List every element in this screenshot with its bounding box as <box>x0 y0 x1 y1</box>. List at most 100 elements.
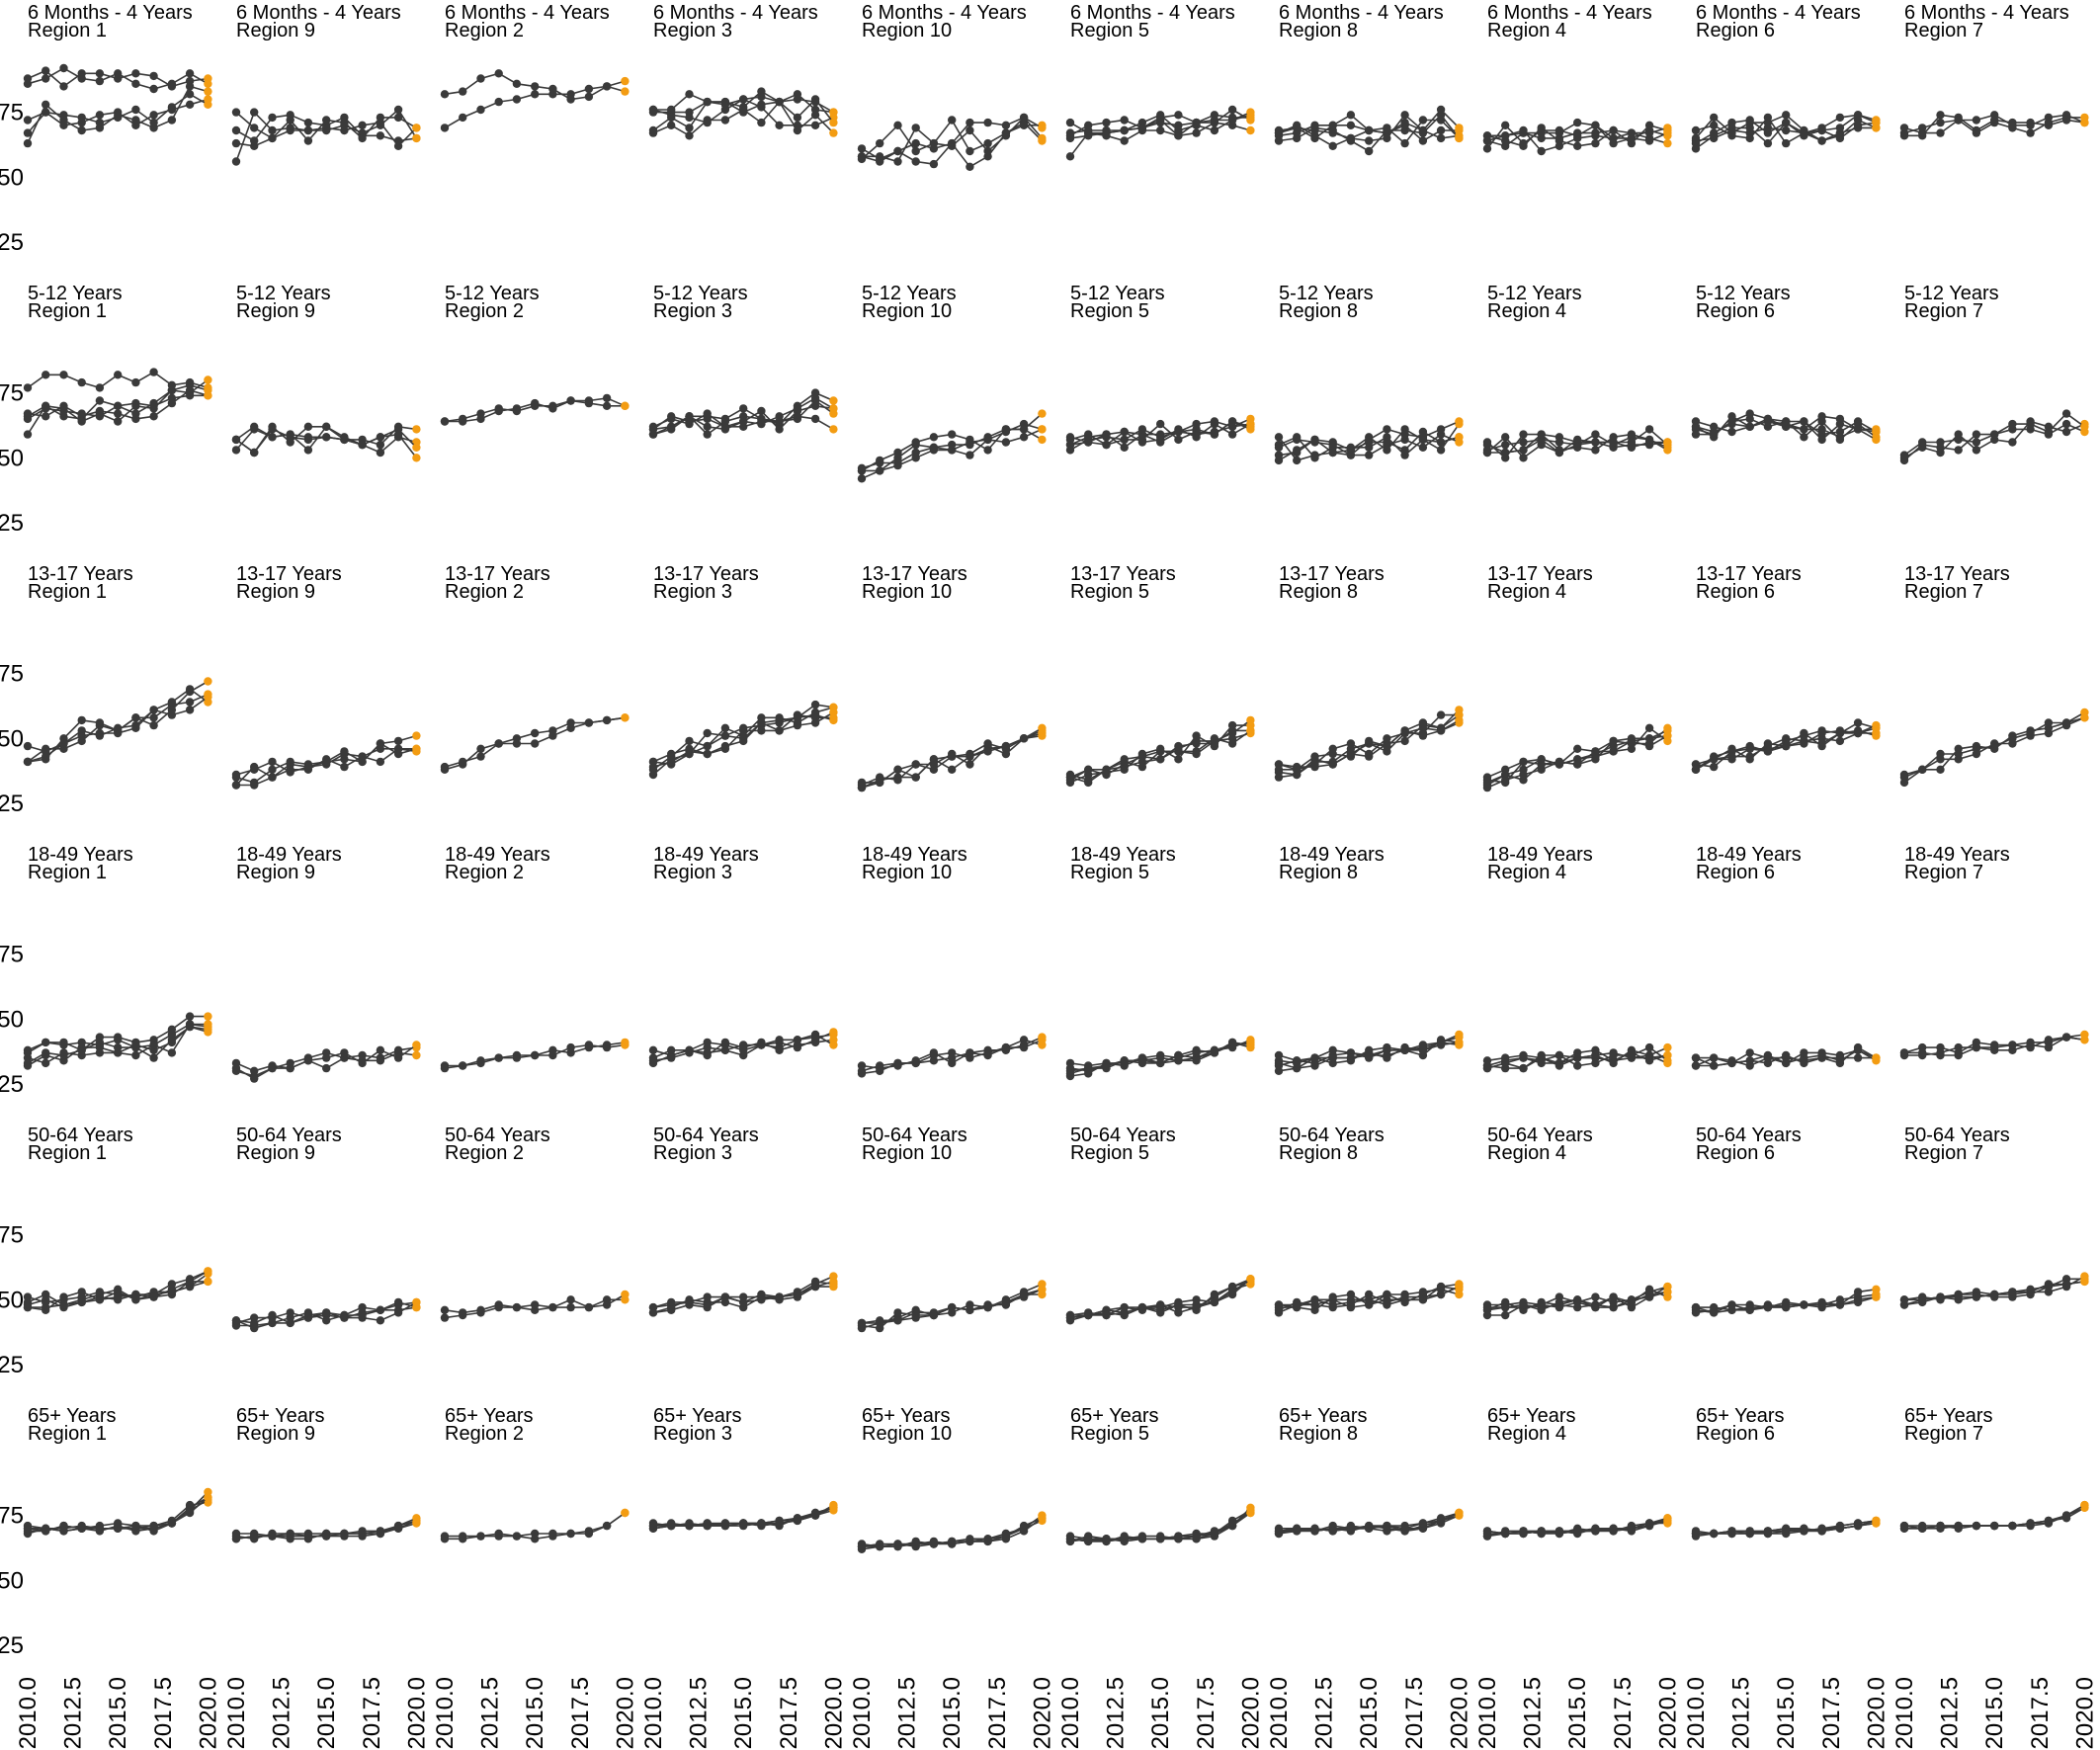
data-point <box>59 371 68 379</box>
y-tick-label: 75 <box>0 1222 24 1249</box>
data-point <box>440 1305 450 1315</box>
panel-region-label: Region 9 <box>236 581 315 603</box>
data-point <box>77 69 86 78</box>
data-point <box>1328 448 1337 458</box>
panel-age-group-label: 13-17 Years <box>1487 563 1593 585</box>
data-point <box>1501 1058 1510 1068</box>
data-point <box>1065 1535 1075 1543</box>
data-point <box>512 739 522 748</box>
data-point <box>685 90 694 99</box>
data-point <box>1383 1290 1391 1299</box>
data-point <box>757 718 766 727</box>
data-point <box>810 121 820 129</box>
data-point <box>149 124 158 132</box>
data-point-2020 <box>1455 1282 1464 1292</box>
data-point <box>1084 778 1093 788</box>
panel-region-label: Region 7 <box>1904 20 1983 42</box>
data-point <box>1782 1058 1791 1068</box>
data-point <box>1210 1297 1219 1307</box>
data-point <box>42 100 50 110</box>
data-point <box>1710 762 1719 772</box>
data-point <box>685 744 694 753</box>
panel-age-group-label: 65+ Years <box>445 1405 534 1427</box>
data-point <box>893 773 902 782</box>
data-point <box>1853 111 1863 120</box>
data-point-2020 <box>204 74 212 83</box>
data-point <box>948 752 957 761</box>
data-point <box>494 404 503 413</box>
data-point <box>303 136 313 145</box>
data-point <box>1418 1519 1428 1528</box>
data-point-2020 <box>1872 1053 1881 1062</box>
data-point <box>322 1063 331 1073</box>
data-point-2020 <box>1663 1288 1672 1296</box>
data-point <box>1365 749 1374 759</box>
data-point <box>757 1519 766 1528</box>
data-point <box>1554 1527 1564 1536</box>
data-point <box>131 79 140 89</box>
data-point <box>2044 1282 2054 1292</box>
data-point <box>1192 427 1201 437</box>
data-point <box>358 1529 367 1539</box>
data-point-2020 <box>412 1297 421 1307</box>
data-point <box>1274 433 1284 442</box>
data-point <box>131 105 140 115</box>
data-point <box>1782 422 1791 431</box>
data-point <box>739 726 748 735</box>
data-point <box>1591 1058 1600 1068</box>
data-point <box>857 466 867 475</box>
data-point <box>95 396 105 405</box>
data-point <box>1591 438 1600 447</box>
data-point <box>494 1053 503 1062</box>
data-point <box>1383 425 1391 434</box>
data-point-2020 <box>621 401 630 410</box>
x-tick-label: 2020.0 <box>403 1677 430 1749</box>
data-point <box>1400 111 1409 120</box>
data-point <box>1800 1300 1808 1309</box>
data-point <box>1918 1048 1927 1057</box>
data-point <box>929 138 939 148</box>
data-point <box>1519 138 1528 148</box>
data-point <box>1519 128 1528 137</box>
data-point <box>303 446 313 455</box>
x-tick-label: 2017.5 <box>984 1677 1011 1749</box>
panel-age-group-label: 50-64 Years <box>445 1125 550 1146</box>
data-point <box>1537 755 1546 764</box>
data-point <box>185 698 195 707</box>
data-point <box>1710 113 1719 123</box>
data-point <box>929 159 939 169</box>
data-point <box>1835 1521 1845 1531</box>
y-tick-label: 75 <box>0 661 24 688</box>
data-point <box>810 95 820 104</box>
data-point <box>322 433 331 442</box>
data-point <box>584 1529 594 1539</box>
data-point <box>1817 136 1826 145</box>
panel-age-group-label: 65+ Years <box>1696 1405 1785 1427</box>
panel-region-label: Region 8 <box>1279 581 1358 603</box>
data-point-2020 <box>1246 422 1255 431</box>
data-point <box>739 412 748 421</box>
data-point <box>1691 125 1701 135</box>
data-point <box>149 1521 158 1531</box>
data-point <box>1853 718 1863 727</box>
data-point <box>983 446 992 455</box>
data-point <box>1346 133 1356 143</box>
data-point <box>42 66 50 75</box>
data-point <box>1418 433 1428 442</box>
data-point <box>685 412 694 421</box>
panel-region-label: Region 1 <box>28 1423 107 1445</box>
data-point <box>1156 419 1165 429</box>
data-point <box>1019 1290 1029 1299</box>
data-point <box>1691 422 1701 431</box>
data-point <box>1084 121 1093 129</box>
x-tick-label: 2012.5 <box>686 1677 713 1749</box>
data-point <box>648 1053 658 1062</box>
data-point <box>602 1521 612 1531</box>
